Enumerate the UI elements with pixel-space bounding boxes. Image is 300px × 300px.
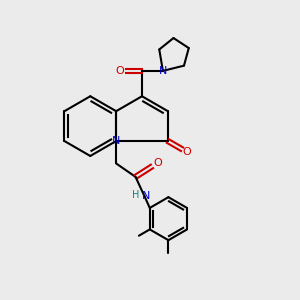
Text: H: H [133, 190, 140, 200]
Text: N: N [159, 66, 167, 76]
Text: O: O [115, 66, 124, 76]
Text: O: O [182, 147, 191, 157]
Text: N: N [142, 191, 150, 201]
Text: O: O [153, 158, 162, 168]
Text: N: N [112, 136, 120, 146]
